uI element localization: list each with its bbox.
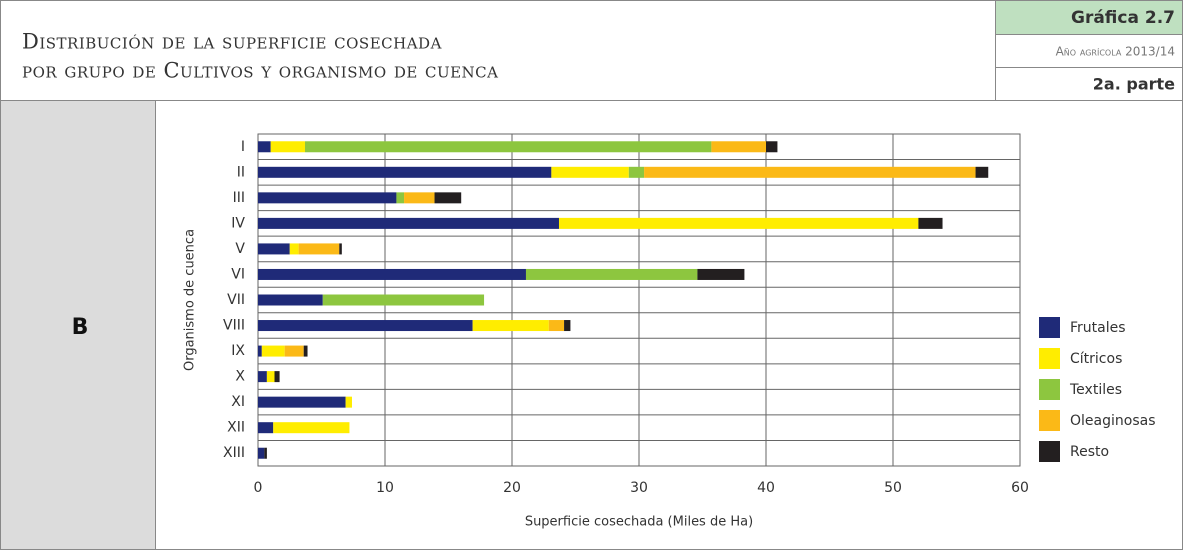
bar-segment [261, 345, 285, 357]
legend-swatch [1039, 410, 1060, 431]
legend-swatch [1039, 348, 1060, 369]
bar-segment [558, 217, 919, 229]
bar-segment [258, 422, 274, 434]
bar-segment [264, 447, 267, 459]
bar-segment [258, 294, 323, 306]
bar-segment [258, 268, 526, 280]
legend-label: Textiles [1069, 382, 1122, 398]
bar-segment [975, 166, 989, 178]
title-line: Distribución de la superficie cosechada [22, 30, 442, 54]
y-tick-label: VII [227, 292, 245, 308]
y-tick-label: V [235, 241, 245, 257]
y-tick-label: VI [231, 266, 245, 282]
x-tick-label: 20 [503, 480, 521, 496]
x-tick-label: 10 [376, 480, 394, 496]
bar-segment [258, 371, 267, 383]
part: 2a. parte [1093, 75, 1175, 94]
bar-segment [564, 320, 571, 332]
bar-segment [258, 243, 290, 255]
bar-segment [274, 371, 280, 383]
bar-segment [270, 141, 305, 153]
bar-segment [273, 422, 350, 434]
x-tick-label: 50 [884, 480, 902, 496]
bar-segment [266, 371, 275, 383]
badge: Gráfica 2.7 [1071, 8, 1175, 28]
x-tick-label: 30 [630, 480, 648, 496]
badge-bg [996, 1, 1182, 34]
bar-segment [298, 243, 340, 255]
side-column [1, 101, 155, 549]
bar-segment [289, 243, 299, 255]
bar-segment [339, 243, 342, 255]
bar-segment [258, 166, 552, 178]
bar-segment [345, 396, 352, 408]
y-tick-label: X [235, 369, 245, 385]
bar-segment [918, 217, 943, 229]
bar-segment [258, 217, 559, 229]
bar-segment [322, 294, 485, 306]
legend-swatch [1039, 441, 1060, 462]
bar-segment [303, 345, 308, 357]
y-tick-label: XI [231, 394, 245, 410]
bar-segment [304, 141, 712, 153]
bar-segment [258, 345, 262, 357]
x-tick-label: 60 [1011, 480, 1029, 496]
bar-segment [697, 268, 745, 280]
y-tick-label: XII [227, 420, 245, 436]
bar-segment [404, 192, 435, 204]
legend-swatch [1039, 317, 1060, 338]
bar-segment [396, 192, 405, 204]
bar-segment [258, 192, 397, 204]
legend-label: Cítricos [1070, 351, 1122, 367]
bar-segment [258, 141, 271, 153]
bar-segment [258, 320, 473, 332]
y-tick-label: I [241, 139, 245, 155]
bar-segment [472, 320, 549, 332]
bar-segment [644, 166, 976, 178]
x-tick-label: 0 [254, 480, 263, 496]
y-axis-label: Organismo de cuenca [183, 229, 198, 371]
bar-segment [548, 320, 565, 332]
bar-segment [551, 166, 629, 178]
legend-label: Frutales [1070, 320, 1126, 336]
bar-segment [258, 396, 346, 408]
y-tick-label: III [233, 190, 245, 206]
legend-swatch [1039, 379, 1060, 400]
y-tick-label: VIII [223, 318, 245, 334]
bar-segment [628, 166, 645, 178]
y-tick-label: IV [231, 215, 245, 231]
section-label: B [72, 315, 89, 340]
legend-label: Oleaginosas [1070, 413, 1155, 429]
year: Año agrícola 2013/14 [1056, 45, 1175, 59]
bar-segment [284, 345, 304, 357]
x-axis-label: Superficie cosechada (Miles de Ha) [525, 515, 753, 530]
bar-segment [711, 141, 766, 153]
legend-label: Resto [1070, 444, 1109, 460]
x-tick-label: 40 [757, 480, 775, 496]
bar-segment [258, 447, 265, 459]
bar-segment [766, 141, 778, 153]
y-tick-label: IX [231, 343, 245, 359]
bar-segment [525, 268, 698, 280]
y-tick-label: XIII [223, 445, 245, 461]
bar-segment [434, 192, 462, 204]
y-tick-label: II [237, 164, 245, 180]
title-line: por grupo de Cultivos y organismo de cue… [22, 59, 499, 83]
